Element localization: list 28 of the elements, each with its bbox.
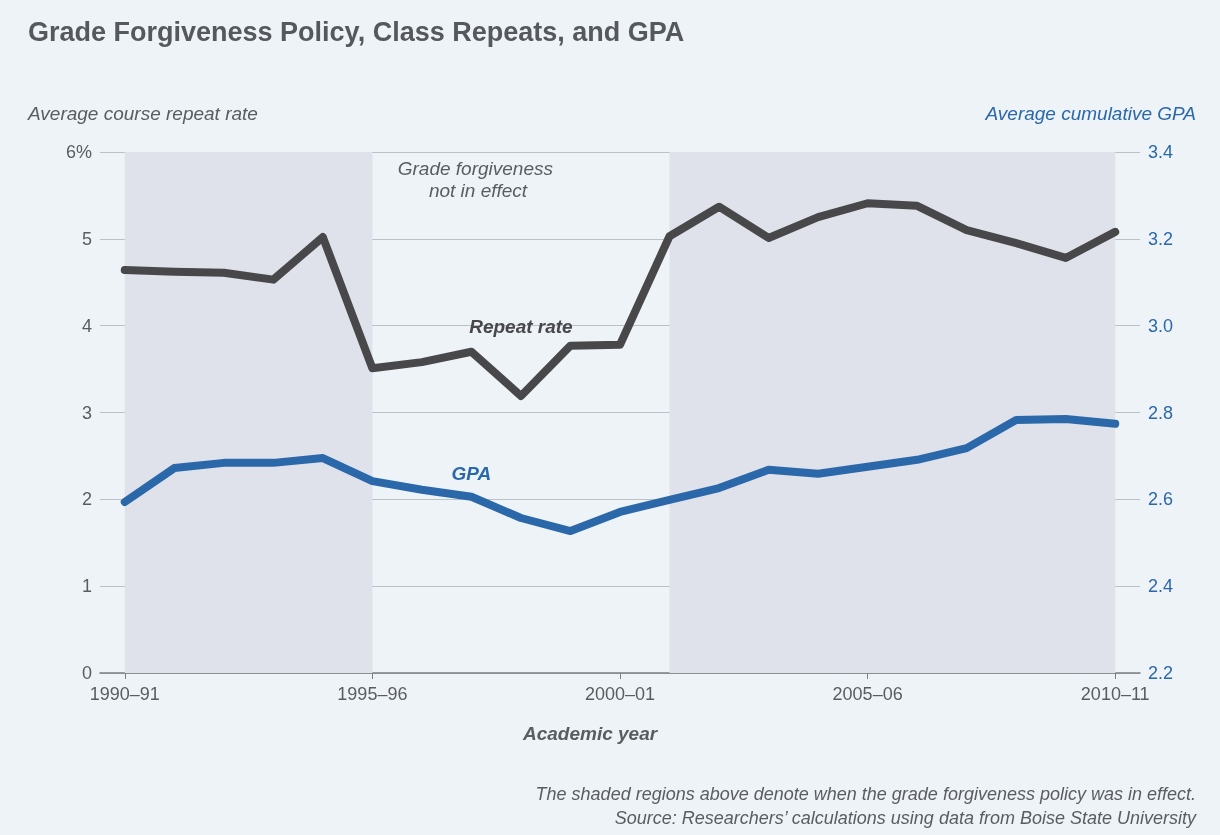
y-tick-label: 0 (81, 663, 92, 683)
x-axis-title: Academic year (522, 723, 659, 744)
source-note: Source: Researchers’ calculations using data from Boise State University (614, 808, 1197, 828)
annotation: Grade forgiveness not in effect (397, 157, 559, 201)
y-tick-label: 6% (65, 142, 92, 162)
y2-tick-label: 3.4 (1148, 142, 1174, 162)
x-tick-label: 2000–01 (584, 684, 656, 704)
y-tick-label: 2 (81, 489, 92, 510)
y2-tick-label: 3.2 (1148, 228, 1174, 249)
text: The shaded regions above denote when the grade forgiveness policy was in effect. (535, 784, 1196, 804)
y-axis-title: Average course repeat rate (27, 103, 258, 124)
series-label: GPA (451, 462, 492, 484)
y-tick-label: 4 (81, 315, 92, 336)
y2-axis-title: Average cumulative GPA (984, 103, 1196, 124)
y-tick-label: 1 (81, 576, 92, 597)
y-tick-label: 5 (81, 228, 92, 249)
y-tick-label: 3 (81, 402, 92, 423)
x-tick-label: 2010–11 (1080, 684, 1150, 704)
y2-tick-label: 2.4 (1148, 576, 1174, 597)
y2-tick-label: 2.8 (1148, 402, 1174, 423)
x-tick-label: 1995–96 (337, 684, 408, 704)
y2-tick-label: 2.2 (1148, 663, 1174, 683)
y2-tick-label: 3.0 (1148, 315, 1174, 336)
series-label: Repeat rate (469, 316, 574, 337)
x-tick-label: 1990–91 (89, 684, 160, 704)
y2-tick-label: 2.6 (1148, 489, 1174, 510)
chart-title: Grade Forgiveness Policy, Class Repeats, and GPA (28, 16, 685, 47)
x-tick-label: 2005–06 (832, 684, 903, 704)
